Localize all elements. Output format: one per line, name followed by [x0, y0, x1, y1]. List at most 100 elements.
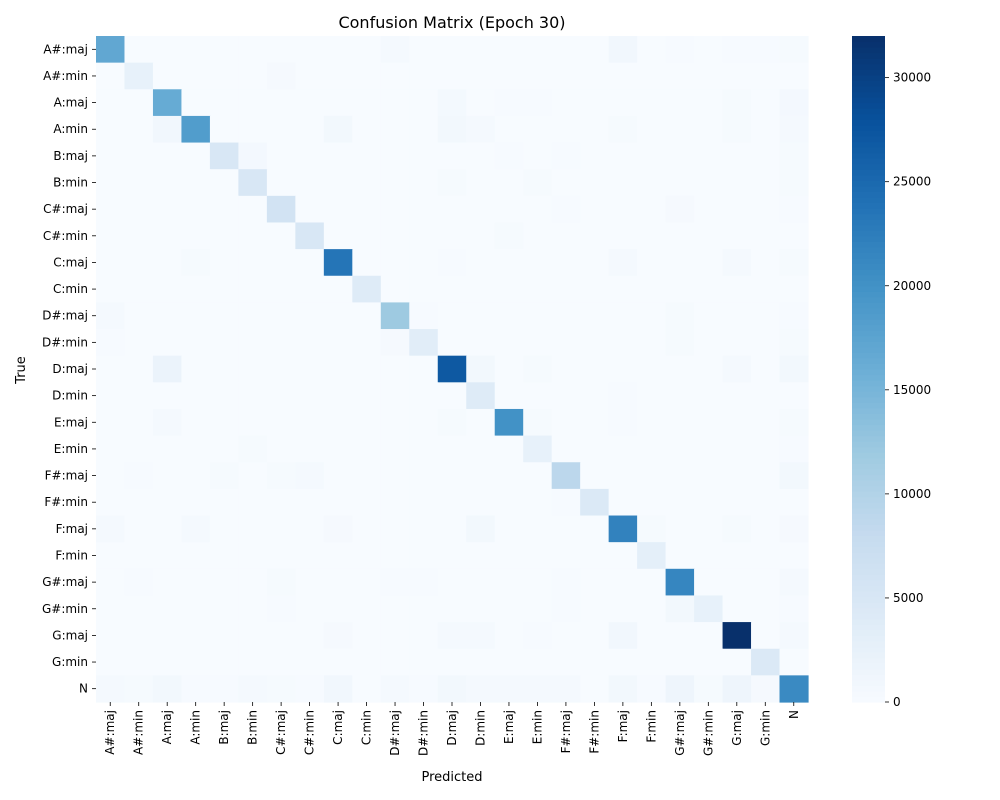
- heatmap-cell-15-7: [295, 435, 325, 463]
- colorbar-segment: [852, 47, 885, 54]
- heatmap-cell-20-14: [494, 568, 524, 597]
- heatmap-cell-9-5: [238, 275, 268, 303]
- heatmap-cell-18-7: [295, 515, 325, 543]
- colorbar-tick-label: 20000: [893, 279, 931, 293]
- heatmap-cell-4-13: [466, 142, 496, 170]
- colorbar-segment: [852, 224, 885, 231]
- heatmap-cell-17-2: [152, 488, 183, 517]
- colorbar-segment: [852, 485, 885, 492]
- heatmap-cell-11-0: [96, 329, 126, 357]
- colorbar-segment: [852, 463, 885, 470]
- heatmap-cell-18-24: [779, 515, 809, 543]
- heatmap-cell-24-4: [209, 675, 239, 703]
- colorbar-segment: [852, 541, 885, 548]
- heatmap-cell-16-7: [295, 462, 325, 490]
- heatmap-cell-12-6: [266, 355, 296, 383]
- heatmap-cell-9-21: [694, 275, 724, 303]
- heatmap-cell-6-12: [437, 195, 467, 224]
- heatmap-cell-0-11: [409, 36, 439, 64]
- heatmap-cell-14-20: [665, 408, 695, 437]
- colorbar-tick-label: 5000: [893, 591, 924, 605]
- colorbar-segment: [852, 80, 885, 87]
- heatmap-cell-3-13: [466, 115, 496, 144]
- heatmap-cell-4-20: [665, 142, 695, 170]
- heatmap-cell-9-6: [266, 275, 296, 303]
- heatmap-cell-2-18: [608, 89, 638, 117]
- heatmap-cell-1-22: [722, 62, 752, 90]
- heatmap-cell-3-3: [181, 115, 211, 144]
- heatmap-cell-6-17: [580, 195, 610, 224]
- y-tick-label: F#:maj: [45, 469, 88, 483]
- heatmap-cell-6-7: [295, 195, 325, 224]
- heatmap-cell-24-18: [608, 675, 638, 703]
- heatmap-cell-14-0: [96, 408, 126, 437]
- colorbar-segment: [852, 435, 885, 442]
- heatmap-cell-9-18: [608, 275, 638, 303]
- colorbar-segment: [852, 324, 885, 331]
- heatmap-cell-13-2: [152, 382, 183, 410]
- colorbar-segment: [852, 657, 885, 664]
- heatmap-cell-10-10: [380, 302, 410, 330]
- colorbar-segment: [852, 696, 885, 703]
- heatmap-cell-13-13: [466, 382, 496, 410]
- heatmap-cell-17-3: [181, 488, 211, 517]
- heatmap-cell-8-8: [323, 249, 353, 277]
- colorbar-segment: [852, 41, 885, 48]
- x-tick-label: A:min: [189, 710, 203, 745]
- heatmap-cell-15-2: [152, 435, 183, 463]
- heatmap-cell-2-13: [466, 89, 496, 117]
- heatmap-cell-2-19: [637, 89, 667, 117]
- heatmap-cell-17-4: [209, 488, 239, 517]
- heatmap-cell-24-0: [96, 675, 126, 703]
- heatmap-cell-10-23: [751, 302, 781, 330]
- heatmap-cell-1-0: [96, 62, 126, 90]
- heatmap-cell-24-3: [181, 675, 211, 703]
- heatmap-cell-10-24: [779, 302, 809, 330]
- heatmap-cell-1-12: [437, 62, 467, 90]
- heatmap-cell-0-16: [551, 36, 581, 64]
- heatmap-cell-8-23: [751, 249, 781, 277]
- heatmap-cell-4-2: [152, 142, 183, 170]
- heatmap-cell-20-18: [608, 568, 638, 597]
- colorbar-segment: [852, 629, 885, 636]
- heatmap-cell-5-0: [96, 169, 126, 197]
- heatmap-cell-18-17: [580, 515, 610, 543]
- heatmap-cell-4-8: [323, 142, 353, 170]
- heatmap-cell-6-4: [209, 195, 239, 224]
- colorbar-segment: [852, 524, 885, 531]
- heatmap-cell-13-23: [751, 382, 781, 410]
- heatmap-cell-18-0: [96, 515, 126, 543]
- heatmap-cell-22-21: [694, 622, 724, 650]
- heatmap-cell-5-11: [409, 169, 439, 197]
- colorbar-segment: [852, 258, 885, 265]
- heatmap-cell-2-21: [694, 89, 724, 117]
- y-tick-label: D:min: [52, 389, 88, 403]
- x-tick-label: F#:maj: [559, 710, 573, 753]
- heatmap-cell-5-19: [637, 169, 667, 197]
- colorbar-segment: [852, 480, 885, 487]
- colorbar-segment: [852, 219, 885, 226]
- heatmap-cell-23-16: [551, 648, 581, 676]
- x-tick-label: C#:maj: [274, 710, 288, 755]
- heatmap-cell-21-6: [266, 595, 296, 623]
- heatmap-cell-23-20: [665, 648, 695, 676]
- heatmap-cell-16-11: [409, 462, 439, 490]
- heatmap-cell-4-6: [266, 142, 296, 170]
- heatmap-cell-5-20: [665, 169, 695, 197]
- heatmap-cell-1-7: [295, 62, 325, 90]
- heatmap-cell-20-2: [152, 568, 183, 597]
- y-tick-label: F:min: [55, 548, 88, 562]
- heatmap-cell-22-15: [523, 622, 553, 650]
- colorbar-segment: [852, 602, 885, 609]
- heatmap-cell-5-5: [238, 169, 268, 197]
- heatmap-cell-1-4: [209, 62, 239, 90]
- heatmap-cell-13-7: [295, 382, 325, 410]
- colorbar-segment: [852, 391, 885, 398]
- heatmap-cell-15-10: [380, 435, 410, 463]
- heatmap-cell-17-18: [608, 488, 638, 517]
- heatmap-cell-23-10: [380, 648, 410, 676]
- colorbar-segment: [852, 424, 885, 431]
- heatmap-cell-9-4: [209, 275, 239, 303]
- heatmap-cell-23-9: [352, 648, 382, 676]
- colorbar-segment: [852, 102, 885, 109]
